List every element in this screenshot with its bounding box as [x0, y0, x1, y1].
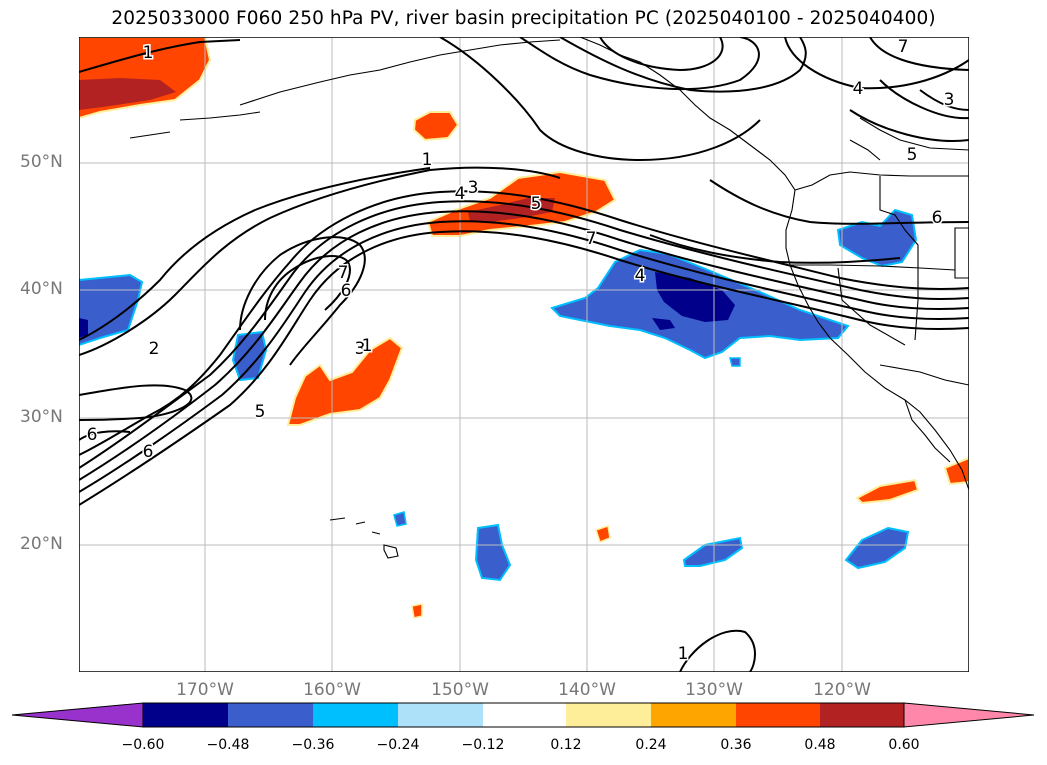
- lon-label-140w: 140°W: [558, 680, 616, 700]
- contour-label: 4: [455, 184, 466, 204]
- precip-orange-region-central: [286, 336, 404, 426]
- colorbar-tick-label: 0.36: [720, 737, 752, 753]
- lat-label-20n: 20°N: [20, 534, 63, 554]
- lon-label-160w: 160°W: [303, 680, 361, 700]
- colorbar-swatch: [736, 703, 820, 727]
- contour-label: 1: [143, 43, 154, 63]
- lon-label-120w: 120°W: [813, 680, 871, 700]
- contour-label: 6: [932, 208, 943, 228]
- lon-label-170w: 170°W: [176, 680, 234, 700]
- contour-label: 1: [362, 336, 373, 356]
- colorbar-extend-high: [903, 702, 1035, 728]
- colorbar-swatch: [483, 703, 566, 727]
- contour-label: 7: [586, 229, 597, 249]
- colorbar-swatch: [313, 703, 398, 727]
- lat-label-50n: 50°N: [20, 152, 63, 172]
- colorbar-tick-label: −0.24: [376, 737, 420, 753]
- colorbar-tick-label: −0.12: [461, 737, 505, 753]
- colorbar-tick-label: 0.12: [550, 737, 582, 753]
- colorbar-swatch: [651, 703, 736, 727]
- precip-darkred-core-jet: [468, 198, 555, 222]
- contour-label: 7: [898, 37, 909, 57]
- pv-contours: [79, 37, 969, 672]
- contour-label: 4: [853, 79, 864, 99]
- contour-label: 1: [422, 150, 433, 170]
- colorbar: [11, 702, 1035, 728]
- colorbar-swatch: [228, 703, 313, 727]
- contour-label: 5: [255, 402, 266, 422]
- contour-label: 3: [355, 339, 366, 359]
- colorbar-tick-label: 0.60: [888, 737, 920, 753]
- map-title: 2025033000 F060 250 hPa PV, river basin …: [111, 8, 936, 29]
- colorbar-swatch: [566, 703, 651, 727]
- lat-label-30n: 30°N: [20, 407, 63, 427]
- lon-label-130w: 130°W: [685, 680, 743, 700]
- lat-label-40n: 40°N: [20, 279, 63, 299]
- contour-label: 1: [678, 644, 689, 664]
- contour-label: 2: [149, 339, 160, 359]
- precip-blue-region-south1: [474, 523, 512, 582]
- precip-blue-region-west: [79, 273, 144, 347]
- precip-darkred-core-nw: [79, 78, 176, 110]
- precip-blue-region-small: [231, 330, 268, 382]
- colorbar-swatch: [398, 703, 483, 727]
- colorbar-tick-label: 0.24: [635, 737, 667, 753]
- colorbar-tick-label: −0.36: [291, 737, 335, 753]
- lon-label-150w: 150°W: [431, 680, 489, 700]
- colorbar-tick-label: −0.60: [121, 737, 165, 753]
- contour-label: 5: [907, 145, 918, 165]
- colorbar-extend-low: [11, 702, 144, 728]
- contour-label: 6: [87, 425, 98, 445]
- colorbar-swatch: [820, 703, 904, 727]
- contour-label: 3: [468, 178, 479, 198]
- colorbar-tick-label: 0.48: [804, 737, 836, 753]
- contour-label: 4: [635, 266, 646, 286]
- colorbar-tick-label: −0.48: [206, 737, 250, 753]
- gridlines: [79, 37, 969, 672]
- positive-precip-regions: [79, 37, 969, 619]
- precip-darkblue-core: [655, 272, 735, 322]
- contour-label: 5: [531, 194, 542, 214]
- contour-label: 6: [143, 442, 154, 462]
- contour-label: 6: [341, 281, 352, 301]
- contour-label: 3: [944, 90, 955, 110]
- colorbar-swatch: [143, 703, 228, 727]
- precip-blue-region-south3: [844, 526, 910, 570]
- coastlines: [129, 37, 969, 559]
- contour-label: 7: [338, 263, 349, 283]
